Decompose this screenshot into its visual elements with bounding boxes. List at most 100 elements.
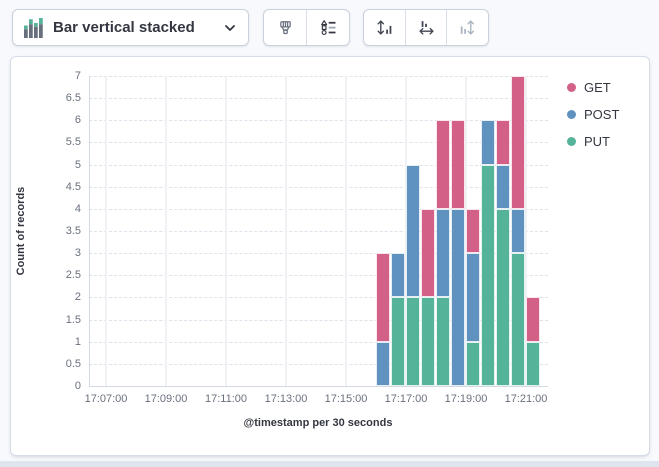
- y-axis-tick-label: 3: [74, 247, 81, 260]
- y-gridline: [89, 98, 548, 100]
- y-axis-tick-label: 7: [74, 70, 81, 82]
- bar-segment-put[interactable]: [511, 253, 525, 386]
- y-axis-tick-label: 5.5: [65, 136, 81, 149]
- y-gridline: [89, 319, 548, 321]
- stacked-bar-chart-icon: [23, 17, 45, 38]
- y-gridline: [89, 120, 548, 122]
- horizontal-axis-settings-icon: [417, 18, 436, 37]
- horizontal-axis-settings-button[interactable]: [404, 10, 447, 45]
- y-axis-tick-label: 4.5: [65, 180, 81, 193]
- right-axis-settings-button[interactable]: [446, 10, 488, 45]
- x-axis-tick-label: 17:19:00: [444, 393, 488, 405]
- bar-segment-put[interactable]: [406, 297, 420, 386]
- legend-marker: [567, 136, 576, 146]
- bar-segment-get[interactable]: [421, 208, 435, 298]
- y-gridline: [89, 363, 548, 365]
- vertical-axis-settings-button[interactable]: [364, 10, 405, 45]
- legend-item-put[interactable]: PUT: [567, 132, 610, 150]
- bottom-strip: [0, 461, 659, 467]
- x-axis-line: [89, 386, 548, 387]
- bar-segment-post[interactable]: [481, 120, 495, 165]
- y-gridline: [89, 164, 548, 166]
- chevron-down-icon: [222, 20, 238, 36]
- legend-label: PUT: [584, 133, 610, 149]
- paint-brush-icon: [277, 19, 294, 36]
- bar-segment-post[interactable]: [376, 341, 390, 386]
- y-gridline: [89, 76, 548, 77]
- bar-segment-post[interactable]: [496, 164, 510, 209]
- legend-item-get[interactable]: GET: [567, 78, 611, 96]
- bar-segment-post[interactable]: [406, 164, 420, 298]
- bar-segment-get[interactable]: [466, 208, 480, 254]
- x-gridline: [105, 76, 107, 386]
- style-settings-button[interactable]: [264, 10, 306, 45]
- y-axis-title: Count of records: [15, 186, 27, 276]
- y-axis-tick-label: 6.5: [65, 92, 81, 105]
- y-gridline: [89, 231, 548, 232]
- style-button-group: [263, 9, 350, 46]
- bar-segment-put[interactable]: [391, 297, 405, 386]
- bar-segment-post[interactable]: [511, 208, 525, 254]
- x-gridline: [525, 76, 527, 386]
- y-axis-tick-label: 2: [74, 291, 81, 304]
- y-axis-tick-label: 2.5: [65, 269, 81, 282]
- y-gridline: [89, 253, 548, 255]
- y-axis-tick-label: 1.5: [65, 313, 81, 326]
- x-axis-tick-label: 17:13:00: [264, 393, 308, 405]
- x-axis-tick-label: 17:21:00: [504, 393, 548, 405]
- bar-segment-put[interactable]: [496, 208, 510, 386]
- x-axis-tick-label: 17:11:00: [204, 393, 247, 405]
- bar-segment-put[interactable]: [421, 297, 435, 386]
- y-axis-tick-label: 1: [74, 335, 81, 348]
- bar-segment-get[interactable]: [376, 253, 390, 342]
- legend-marker: [567, 109, 576, 119]
- bar-segment-post[interactable]: [466, 253, 480, 342]
- y-axis-tick-label: 0: [74, 380, 81, 392]
- x-axis-tick-label: 17:07:00: [84, 393, 128, 405]
- legend-item-post[interactable]: POST: [567, 105, 619, 123]
- x-gridline: [165, 76, 167, 386]
- bar-segment-put[interactable]: [436, 297, 450, 386]
- axis-button-group: [363, 9, 489, 46]
- y-axis-tick-label: 5: [74, 158, 81, 171]
- chart-type-label: Bar vertical stacked: [53, 19, 195, 36]
- chart-type-dropdown[interactable]: Bar vertical stacked: [12, 9, 249, 46]
- legend-label: POST: [584, 106, 620, 122]
- y-gridline: [89, 297, 548, 299]
- x-axis-title: @timestamp per 30 seconds: [243, 417, 393, 429]
- x-gridline: [285, 76, 287, 386]
- bar-segment-post[interactable]: [391, 253, 405, 298]
- right-axis-settings-icon: [458, 18, 477, 37]
- y-gridline: [89, 142, 548, 144]
- chart-plot-area: 0 0.5 1 1.5 2 2.5 3 3.5 4 4.5 5 5.5 6 6.5 7 17:07:00 17:…: [11, 57, 649, 455]
- bar-segment-post[interactable]: [451, 208, 465, 386]
- y-gridline: [89, 186, 548, 188]
- y-axis-tick-label: 3.5: [65, 225, 81, 237]
- x-axis-tick-label: 17:17:00: [384, 393, 428, 405]
- bar-segment-put[interactable]: [526, 341, 540, 386]
- x-axis-tick-label: 17:09:00: [144, 393, 188, 405]
- display-options-icon: [320, 19, 337, 36]
- chart-panel: 0 0.5 1 1.5 2 2.5 3 3.5 4 4.5 5 5.5 6 6.5 7 17:07:00 17:…: [10, 56, 650, 456]
- bar-segment-get[interactable]: [451, 120, 465, 209]
- legend-label: GET: [584, 79, 611, 95]
- y-axis-tick-label: 6: [74, 114, 81, 127]
- bar-segment-get[interactable]: [511, 76, 525, 209]
- bar-segment-get[interactable]: [436, 120, 450, 209]
- legend-marker: [567, 82, 576, 92]
- y-gridline: [89, 208, 548, 210]
- y-axis-line: [89, 76, 90, 387]
- bar-segment-put[interactable]: [466, 341, 480, 386]
- bar-segment-get[interactable]: [496, 120, 510, 165]
- y-axis-tick-label: 0.5: [65, 357, 81, 370]
- vertical-axis-settings-icon: [375, 18, 394, 37]
- display-options-button[interactable]: [306, 10, 349, 45]
- bar-segment-put[interactable]: [481, 164, 495, 386]
- bar-segment-post[interactable]: [436, 208, 450, 298]
- y-gridline: [89, 341, 548, 343]
- x-gridline: [345, 76, 347, 386]
- x-axis-tick-label: 17:15:00: [324, 393, 368, 405]
- x-gridline: [225, 76, 227, 386]
- bar-segment-get[interactable]: [526, 297, 540, 342]
- y-axis-tick-label: 4: [74, 202, 81, 215]
